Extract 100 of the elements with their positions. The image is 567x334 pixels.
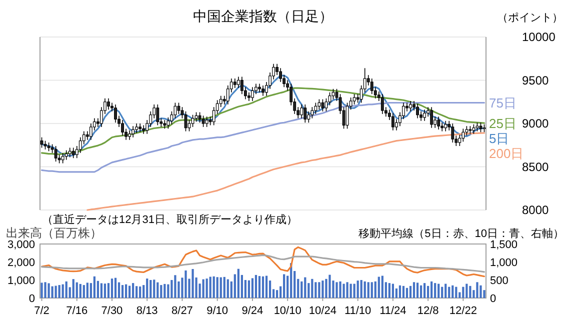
- y-tick-label: 1,000: [7, 275, 35, 287]
- bar: [452, 285, 454, 298]
- candlestick: [321, 98, 324, 112]
- bar: [44, 282, 46, 298]
- y2-tick-label: 1,500: [490, 239, 518, 251]
- bar: [420, 285, 422, 298]
- candlestick: [307, 110, 310, 124]
- bar: [469, 286, 472, 298]
- candlestick: [391, 112, 394, 131]
- candlestick: [416, 103, 419, 119]
- bar: [318, 282, 320, 298]
- candlestick: [236, 76, 240, 88]
- candlestick: [107, 98, 110, 110]
- x-tick-label: 8/27: [172, 305, 193, 317]
- bar: [124, 284, 128, 298]
- bar: [118, 282, 120, 298]
- series-label: 25日: [489, 116, 516, 132]
- y-axis-title: （ポイント）: [497, 12, 563, 24]
- bar: [328, 274, 331, 298]
- bar: [438, 284, 440, 298]
- bar: [265, 276, 268, 298]
- bar: [300, 281, 303, 298]
- candlestick: [64, 150, 68, 160]
- bar: [364, 281, 366, 298]
- bar: [342, 284, 345, 298]
- x-tick-label: 9/10: [206, 305, 228, 317]
- candlestick: [194, 112, 198, 122]
- bar: [476, 282, 478, 298]
- bar: [153, 280, 156, 298]
- bar: [356, 280, 359, 298]
- candlestick: [444, 120, 448, 132]
- bar: [110, 278, 114, 298]
- bar: [104, 284, 106, 298]
- bar: [156, 282, 159, 298]
- candlestick: [451, 123, 454, 143]
- bar: [202, 279, 204, 298]
- bar: [132, 283, 134, 298]
- bar: [441, 286, 444, 298]
- bar: [402, 286, 405, 298]
- candlestick: [406, 102, 408, 112]
- bar: [412, 282, 416, 298]
- y2-tick-label: 1,000: [490, 257, 518, 269]
- bar: [237, 268, 240, 298]
- bar: [346, 282, 348, 298]
- bar: [374, 281, 376, 298]
- x-tick-label: 7/16: [66, 305, 88, 317]
- candlestick: [462, 128, 465, 142]
- y2-tick-label: 500: [490, 275, 508, 287]
- candlestick: [114, 104, 117, 124]
- bar: [248, 280, 250, 298]
- bar: [114, 278, 117, 298]
- y-tick-label: 9000: [522, 116, 550, 130]
- x-tick-label: 10/24: [308, 305, 336, 317]
- bar: [54, 286, 57, 298]
- x-tick-label: 12/22: [449, 305, 477, 317]
- bar: [146, 278, 148, 298]
- candlestick: [191, 114, 194, 128]
- bar: [434, 283, 436, 298]
- bar: [93, 276, 96, 298]
- bar: [311, 278, 314, 298]
- candlestick: [380, 94, 384, 114]
- bar: [395, 288, 398, 298]
- bar: [339, 281, 342, 298]
- candlestick: [352, 94, 356, 105]
- candlestick: [132, 126, 135, 138]
- line-series: [40, 246, 486, 278]
- candlestick: [128, 130, 132, 140]
- candlestick: [370, 78, 374, 94]
- bar: [353, 284, 356, 298]
- bar: [370, 282, 373, 298]
- bar: [367, 282, 370, 298]
- x-tick-label: 7/30: [101, 305, 123, 317]
- bar: [480, 285, 482, 298]
- candlestick: [198, 112, 202, 124]
- candlestick: [121, 120, 124, 136]
- y2-tick-label: 0: [490, 293, 496, 305]
- bar: [378, 276, 380, 298]
- bar: [322, 280, 324, 298]
- bar: [392, 284, 394, 298]
- bar: [72, 279, 74, 298]
- bar: [65, 281, 68, 298]
- y-tick-label: 2,000: [7, 257, 35, 269]
- bar: [220, 277, 222, 298]
- candlestick: [205, 116, 208, 128]
- bar: [226, 279, 229, 298]
- bar: [416, 282, 419, 298]
- bar: [96, 280, 99, 298]
- bar: [216, 277, 218, 298]
- candlestick: [437, 116, 440, 130]
- x-tick-label: 11/24: [380, 305, 406, 317]
- bar: [206, 278, 208, 298]
- candlestick: [166, 117, 170, 130]
- candlestick: [430, 106, 434, 128]
- x-tick-label: 12/8: [417, 305, 439, 317]
- bar: [304, 277, 306, 298]
- bar: [262, 276, 264, 298]
- candlestick: [54, 146, 58, 162]
- candlestick: [251, 86, 254, 102]
- x-tick-label: 9/24: [242, 305, 264, 317]
- candlestick: [68, 147, 72, 158]
